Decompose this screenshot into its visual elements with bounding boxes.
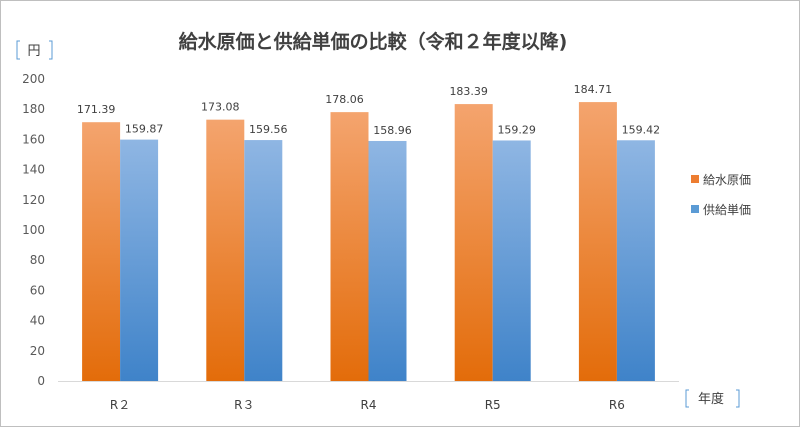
data-label: 159.87 bbox=[125, 123, 164, 136]
x-tick-label: R5 bbox=[485, 398, 501, 412]
chart-title: 給水原価と供給単価の比較（令和２年度以降) bbox=[179, 30, 568, 53]
bar-water-cost bbox=[578, 102, 617, 382]
y-unit-bracket-left bbox=[16, 40, 20, 60]
y-tick-label: 0 bbox=[37, 374, 45, 388]
bar-supply-unit-price bbox=[616, 140, 655, 381]
data-label: 183.39 bbox=[449, 85, 488, 98]
legend-label: 給水原価 bbox=[703, 173, 751, 187]
x-tick-label: R３ bbox=[234, 398, 254, 412]
bar-supply-unit-price bbox=[368, 140, 407, 381]
bar-water-cost bbox=[454, 104, 493, 381]
y-tick-label: 40 bbox=[30, 314, 45, 328]
y-tick-label: 200 bbox=[22, 72, 45, 86]
data-label: 171.39 bbox=[77, 103, 116, 116]
y-tick-label: 180 bbox=[22, 102, 45, 116]
bar-supply-unit-price bbox=[492, 140, 531, 381]
x-unit-bracket-right bbox=[736, 389, 740, 408]
y-tick-label: 60 bbox=[30, 283, 45, 297]
y-tick-label: 100 bbox=[22, 223, 45, 237]
y-tick-label: 20 bbox=[30, 344, 45, 358]
data-label: 159.56 bbox=[249, 123, 288, 136]
data-label: 173.08 bbox=[201, 101, 240, 114]
x-unit-bracket-left bbox=[685, 389, 689, 408]
bar-water-cost bbox=[330, 112, 369, 382]
y-tick-label: 120 bbox=[22, 193, 45, 207]
legend-swatch bbox=[691, 205, 699, 213]
data-label: 159.42 bbox=[622, 123, 661, 136]
bar-supply-unit-price bbox=[244, 140, 283, 381]
legend-swatch bbox=[691, 175, 699, 183]
bar-supply-unit-price bbox=[120, 139, 159, 381]
y-unit-bracket-right bbox=[49, 40, 53, 60]
data-label: 178.06 bbox=[325, 93, 364, 106]
x-tick-label: R２ bbox=[110, 398, 130, 412]
bar-water-cost bbox=[82, 122, 121, 381]
y-tick-label: 140 bbox=[22, 163, 45, 177]
x-unit-label-group: 年度 bbox=[685, 389, 740, 408]
y-axis-unit-label: 円 bbox=[27, 44, 40, 59]
data-label: 159.29 bbox=[497, 123, 536, 136]
bar-water-cost bbox=[206, 119, 245, 381]
legend-label: 供給単価 bbox=[703, 203, 751, 217]
x-tick-label: R4 bbox=[361, 398, 377, 412]
data-labels-group: 171.39 159.87 173.08 159.56 178.06 158.96 183.… bbox=[77, 83, 660, 137]
x-axis-unit-label: 年度 bbox=[698, 391, 724, 407]
y-tick-label: 80 bbox=[30, 253, 45, 267]
data-label: 184.71 bbox=[574, 83, 613, 96]
y-unit-label-group: 円 bbox=[16, 40, 53, 60]
y-tick-label: 160 bbox=[22, 132, 45, 146]
data-label: 158.96 bbox=[373, 124, 412, 137]
x-axis-ticks: R２ R３ R4 R5 R6 bbox=[110, 398, 625, 412]
y-axis-ticks: 0 20 40 60 80 100 120 140 160 180 200 bbox=[22, 72, 45, 388]
x-tick-label: R6 bbox=[609, 398, 625, 412]
bars-group bbox=[82, 102, 655, 382]
